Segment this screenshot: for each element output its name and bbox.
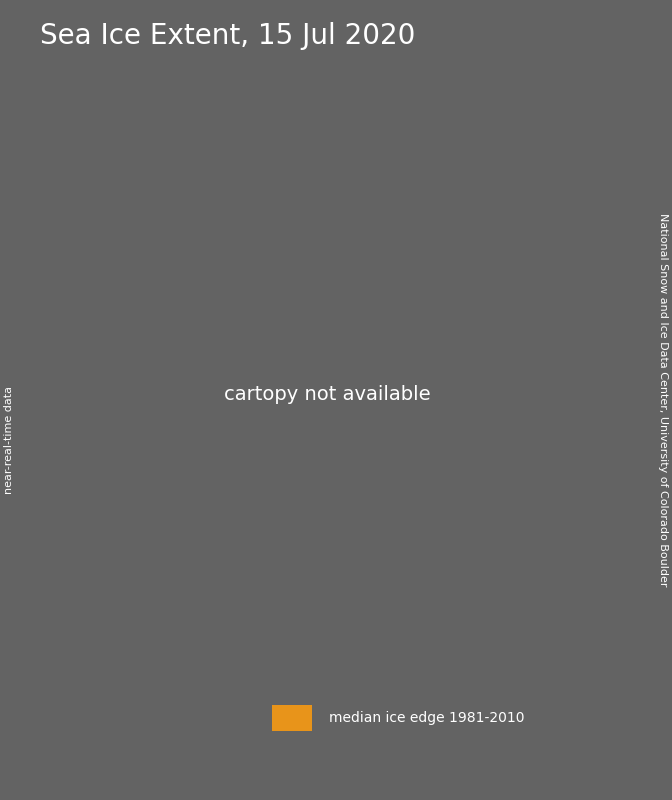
Bar [272,705,312,731]
Text: cartopy not available: cartopy not available [224,385,431,403]
Text: National Snow and Ice Data Center, University of Colorado Boulder: National Snow and Ice Data Center, Unive… [659,214,668,586]
Text: Sea Ice Extent, 15 Jul 2020: Sea Ice Extent, 15 Jul 2020 [40,22,416,50]
Text: median ice edge 1981-2010: median ice edge 1981-2010 [329,711,525,725]
Text: near-real-time data: near-real-time data [4,386,13,494]
